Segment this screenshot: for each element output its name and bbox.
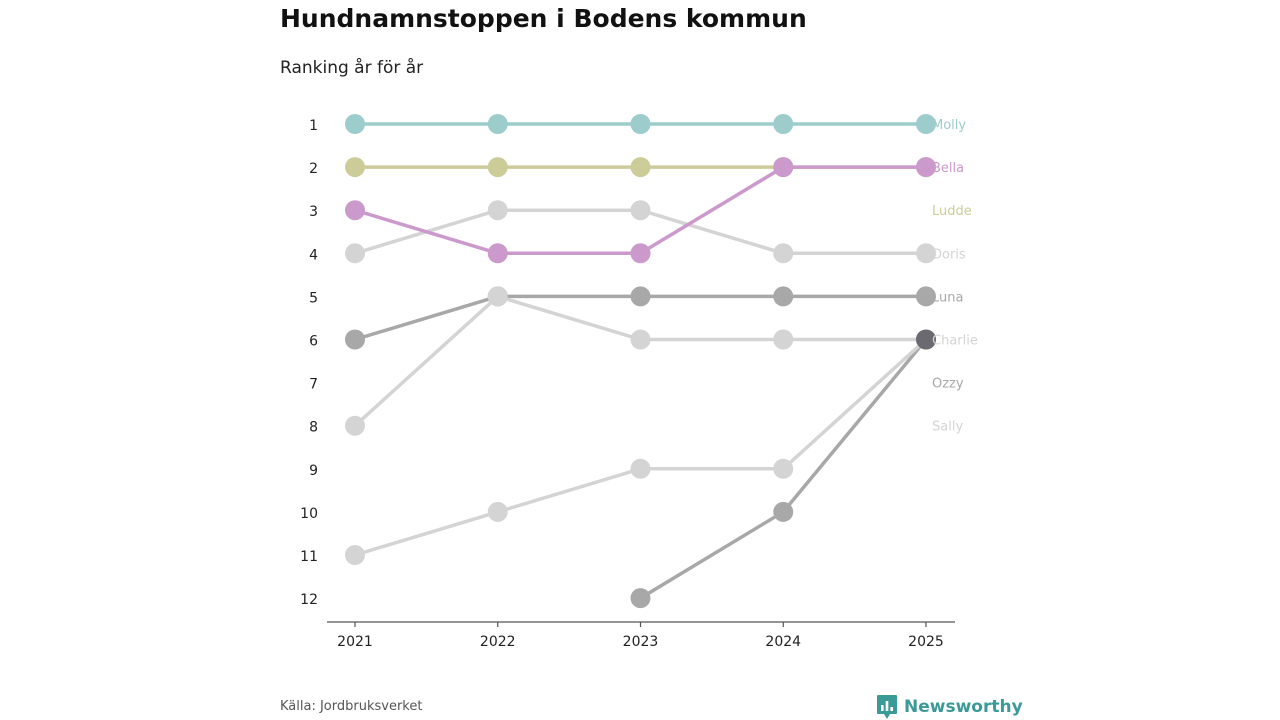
brand-name: Newsworthy bbox=[904, 697, 1023, 717]
point-sally-2024 bbox=[773, 458, 794, 479]
y-tick-label-9: 9 bbox=[309, 463, 318, 479]
point-bella-2024 bbox=[773, 157, 794, 178]
point-charlie-2022 bbox=[487, 286, 508, 307]
point-charlie-2021 bbox=[345, 415, 365, 436]
series-label-charlie: Charlie bbox=[932, 334, 978, 349]
highlight-point bbox=[916, 329, 936, 350]
y-tick-label-12: 12 bbox=[300, 592, 318, 608]
series-bella bbox=[345, 157, 936, 264]
x-tick-label-2021: 2021 bbox=[337, 634, 373, 650]
point-charlie-2024 bbox=[773, 329, 794, 350]
point-ludde-2021 bbox=[345, 157, 365, 178]
point-molly-2022 bbox=[487, 114, 508, 134]
series-charlie bbox=[345, 286, 936, 436]
point-charlie-2023 bbox=[630, 329, 651, 350]
source-note: Källa: Jordbruksverket bbox=[280, 699, 423, 714]
point-ludde-2022 bbox=[487, 157, 508, 178]
x-tick-label-2025: 2025 bbox=[908, 634, 944, 650]
point-luna-2025 bbox=[916, 286, 936, 307]
y-tick-label-8: 8 bbox=[309, 420, 318, 436]
x-tick-label-2023: 2023 bbox=[623, 634, 659, 650]
chart-title: Hundnamnstoppen i Bodens kommun bbox=[280, 4, 807, 33]
point-luna-2024 bbox=[773, 286, 794, 307]
point-bella-2025 bbox=[916, 157, 936, 178]
point-sally-2021 bbox=[345, 545, 365, 565]
series-line-sally bbox=[353, 337, 928, 557]
series-doris bbox=[345, 200, 936, 264]
y-tick-label-2: 2 bbox=[309, 161, 318, 177]
series-label-luna: Luna bbox=[932, 290, 963, 305]
point-doris-2025 bbox=[916, 243, 936, 264]
series-label-ludde: Ludde bbox=[932, 204, 972, 219]
point-luna-2021 bbox=[345, 329, 365, 350]
chart-subtitle: Ranking år för år bbox=[280, 58, 424, 78]
series-label-sally: Sally bbox=[932, 420, 963, 435]
y-tick-label-5: 5 bbox=[309, 290, 318, 306]
x-tick-label-2024: 2024 bbox=[765, 634, 801, 650]
series-label-ozzy: Ozzy bbox=[932, 377, 964, 392]
point-ozzy-2023 bbox=[630, 588, 651, 609]
point-ludde-2023 bbox=[630, 157, 651, 178]
point-doris-2024 bbox=[773, 243, 794, 264]
y-tick-label-3: 3 bbox=[309, 204, 318, 220]
series-sally bbox=[345, 329, 936, 565]
newsworthy-logo-icon bbox=[877, 695, 897, 719]
point-bella-2022 bbox=[487, 243, 508, 264]
point-ozzy-2024 bbox=[773, 501, 794, 522]
series-label-doris: Doris bbox=[932, 247, 966, 262]
y-tick-label-6: 6 bbox=[309, 334, 318, 350]
point-luna-2023 bbox=[630, 286, 651, 307]
point-doris-2021 bbox=[345, 243, 365, 264]
brand-logo: Newsworthy bbox=[876, 694, 1023, 720]
y-tick-label-10: 10 bbox=[300, 506, 318, 522]
point-bella-2021 bbox=[345, 200, 365, 221]
series-line-charlie bbox=[353, 294, 928, 428]
point-molly-2025 bbox=[916, 114, 936, 134]
series-molly bbox=[345, 114, 936, 134]
y-tick-label-11: 11 bbox=[300, 549, 318, 565]
y-tick-label-4: 4 bbox=[309, 247, 318, 263]
point-doris-2023 bbox=[630, 200, 651, 221]
label-layer: Molly Bella Ludde Doris Luna Charlie Ozzy Sally bbox=[932, 118, 978, 435]
point-molly-2024 bbox=[773, 114, 794, 134]
series-layer bbox=[345, 114, 936, 609]
point-doris-2022 bbox=[487, 200, 508, 221]
series-label-bella: Bella bbox=[932, 161, 964, 176]
point-sally-2022 bbox=[487, 501, 508, 522]
point-bella-2023 bbox=[630, 243, 651, 264]
y-tick-label-1: 1 bbox=[309, 118, 318, 134]
x-tick-label-2022: 2022 bbox=[480, 634, 516, 650]
point-sally-2023 bbox=[630, 458, 651, 479]
y-tick-label-7: 7 bbox=[309, 377, 318, 393]
point-molly-2021 bbox=[345, 114, 365, 134]
point-molly-2023 bbox=[630, 114, 651, 134]
series-label-molly: Molly bbox=[932, 118, 966, 133]
